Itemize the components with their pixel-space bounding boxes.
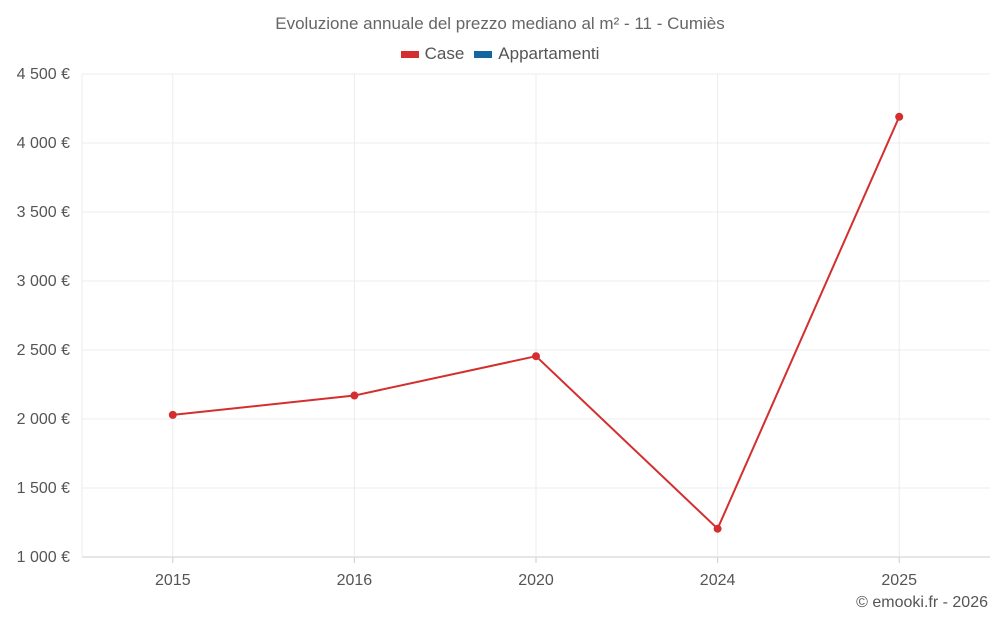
data-point-2020 [532,352,540,361]
data-point-2025 [895,112,904,121]
y-tick-label: 4 500 € [17,66,70,83]
y-tick-label: 4 000 € [17,135,70,152]
legend-item-appartamenti[interactable]: Appartamenti [474,44,599,64]
y-tick-label: 2 000 € [17,411,70,428]
y-tick-label: 3 000 € [17,273,70,290]
y-tick-label: 1 000 € [17,549,70,566]
legend-label-case: Case [424,44,465,63]
legend-item-case[interactable]: Case [400,44,465,64]
x-tick-label: 2024 [700,572,736,589]
legend-label-appartamenti: Appartamenti [498,44,600,63]
y-tick-label: 3 500 € [17,204,70,221]
chart-title: Evoluzione annuale del prezzo mediano al… [275,14,725,33]
x-tick-label: 2015 [155,572,191,589]
x-tick-label: 2025 [881,572,917,589]
data-point-2015 [168,410,177,419]
x-tick-label: 2020 [518,572,554,589]
legend: Case Appartamenti [0,44,1000,64]
x-tick-label: 2016 [337,572,373,589]
credit-text: © emooki.fr - 2026 [856,594,988,611]
data-point-2016 [350,391,359,400]
y-tick-label: 2 500 € [17,342,70,359]
legend-swatch-case [400,50,419,58]
y-tick-label: 1 500 € [17,480,70,497]
data-point-2024 [713,524,722,533]
legend-swatch-appartamenti [474,50,493,58]
